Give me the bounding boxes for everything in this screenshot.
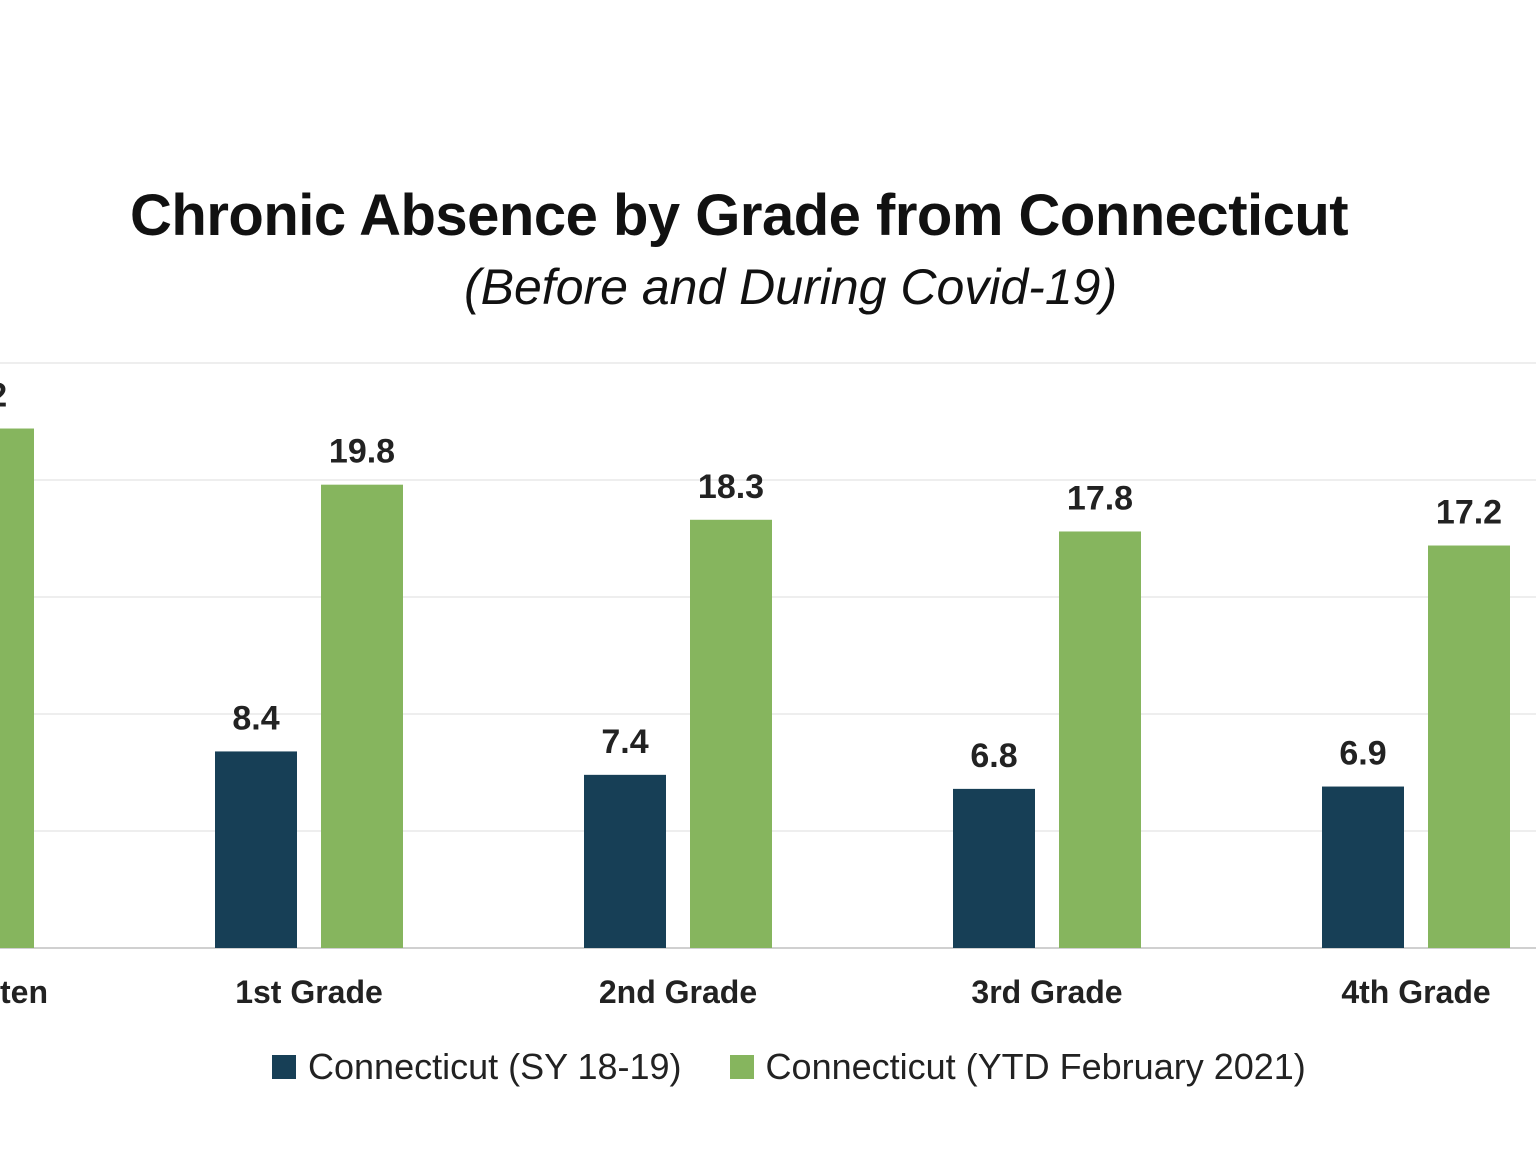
bars xyxy=(0,428,1510,948)
category-label-3: 3rd Grade xyxy=(971,974,1122,1010)
value-label-sy1819-1: 8.4 xyxy=(232,699,279,737)
bar-sy1819-1 xyxy=(215,751,297,948)
legend-label-sy1819: Connecticut (SY 18-19) xyxy=(308,1046,682,1087)
value-labels: 8.4 7.4 6.8 6.9 .2 19.8 18.3 17.8 17.2 xyxy=(0,377,1502,775)
bar-ytd2021-2 xyxy=(690,519,772,948)
value-label-ytd2021-2: 18.3 xyxy=(698,468,764,506)
legend-label-ytd2021: Connecticut (YTD February 2021) xyxy=(765,1046,1306,1087)
bar-sy1819-2 xyxy=(584,774,666,948)
value-label-sy1819-2: 7.4 xyxy=(601,723,648,761)
value-label-ytd2021-4: 17.2 xyxy=(1436,494,1502,532)
bar-sy1819-4 xyxy=(1322,786,1404,948)
category-label-4: 4th Grade xyxy=(1341,974,1490,1010)
value-label-sy1819-4: 6.9 xyxy=(1339,735,1386,773)
legend-swatch-sy1819 xyxy=(272,1055,296,1079)
category-labels: ten 1st Grade 2nd Grade 3rd Grade 4th Grade xyxy=(0,974,1491,1010)
chart-subtitle: (Before and During Covid-19) xyxy=(464,259,1118,315)
value-label-ytd2021-1: 19.8 xyxy=(329,433,395,471)
legend-swatch-ytd2021 xyxy=(729,1055,754,1079)
category-label-1: 1st Grade xyxy=(235,974,383,1010)
bar-ytd2021-1 xyxy=(321,484,403,948)
value-label-ytd2021-0: .2 xyxy=(0,377,7,415)
bar-ytd2021-3 xyxy=(1059,531,1141,948)
legend-item-ytd2021: Connecticut (YTD February 2021) xyxy=(729,1046,1306,1088)
value-label-sy1819-3: 6.8 xyxy=(970,737,1017,775)
bar-ytd2021-4 xyxy=(1428,545,1510,948)
bar-ytd2021-0 xyxy=(0,428,34,948)
legend: Connecticut (SY 18-19) Connecticut (YTD … xyxy=(272,1046,1354,1088)
value-label-ytd2021-3: 17.8 xyxy=(1067,479,1133,517)
bar-sy1819-3 xyxy=(953,788,1035,948)
chart-title: Chronic Absence by Grade from Connecticu… xyxy=(130,183,1349,248)
category-label-0: ten xyxy=(0,974,48,1010)
legend-item-sy1819: Connecticut (SY 18-19) xyxy=(272,1046,682,1088)
category-label-2: 2nd Grade xyxy=(599,974,757,1010)
